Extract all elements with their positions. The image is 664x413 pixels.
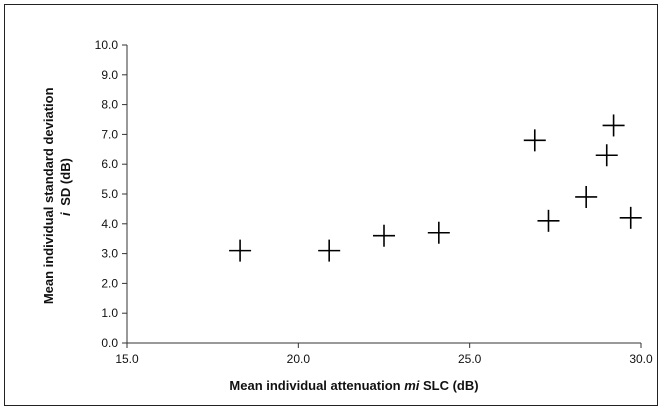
x-axis-title-prefix: Mean individual attenuation [229, 378, 404, 393]
scatter-chart: 0.0 1.0 2.0 3.0 4.0 5.0 6.0 7.0 8.0 9.0 10.0 15.0 2… [41, 38, 653, 393]
y-tick-label: 5.0 [101, 187, 118, 201]
axes [126, 45, 641, 344]
data-point [602, 114, 625, 137]
y-tick-label: 7.0 [101, 127, 118, 141]
y-tick-label: 10.0 [95, 38, 119, 52]
data-point [427, 221, 450, 244]
y-axis-ticks: 0.0 1.0 2.0 3.0 4.0 5.0 6.0 7.0 8.0 9.0 10.0 [95, 38, 127, 350]
x-tick-label: 30.0 [629, 352, 653, 366]
y-axis-title-line2-rest: SD (dB) [58, 158, 73, 206]
y-tick-label: 3.0 [101, 247, 118, 261]
y-tick-label: 0.0 [101, 336, 118, 350]
y-tick-label: 9.0 [101, 68, 118, 82]
data-point [575, 185, 598, 208]
x-tick-label: 15.0 [115, 352, 139, 366]
data-point [619, 206, 642, 229]
y-tick-label: 2.0 [101, 276, 118, 290]
y-tick-label: 1.0 [101, 306, 118, 320]
data-point [229, 239, 252, 262]
y-tick-label: 6.0 [101, 157, 118, 171]
data-point [373, 224, 395, 247]
y-tick-label: 8.0 [101, 98, 118, 112]
y-tick-label: 4.0 [101, 217, 118, 231]
data-points [229, 114, 642, 262]
y-axis-title-line1: Mean individual standard deviation [41, 87, 56, 304]
data-point [537, 209, 560, 232]
x-axis-title: Mean individual attenuation mi SLC (dB) [229, 378, 478, 393]
y-axis-title: Mean individual standard deviation i SD … [41, 84, 73, 304]
x-axis-title-suffix: SLC (dB) [419, 378, 478, 393]
data-point [318, 239, 341, 262]
x-tick-label: 20.0 [287, 352, 311, 366]
x-axis-title-italic: mi [404, 378, 420, 393]
x-tick-label: 25.0 [458, 352, 482, 366]
x-axis-ticks: 15.0 20.0 25.0 30.0 [115, 343, 653, 366]
data-point [595, 144, 618, 167]
y-axis-title-line2-italic: i [58, 212, 73, 216]
data-point [523, 129, 546, 152]
chart-frame: 0.0 1.0 2.0 3.0 4.0 5.0 6.0 7.0 8.0 9.0 10.0 15.0 2… [4, 4, 658, 406]
